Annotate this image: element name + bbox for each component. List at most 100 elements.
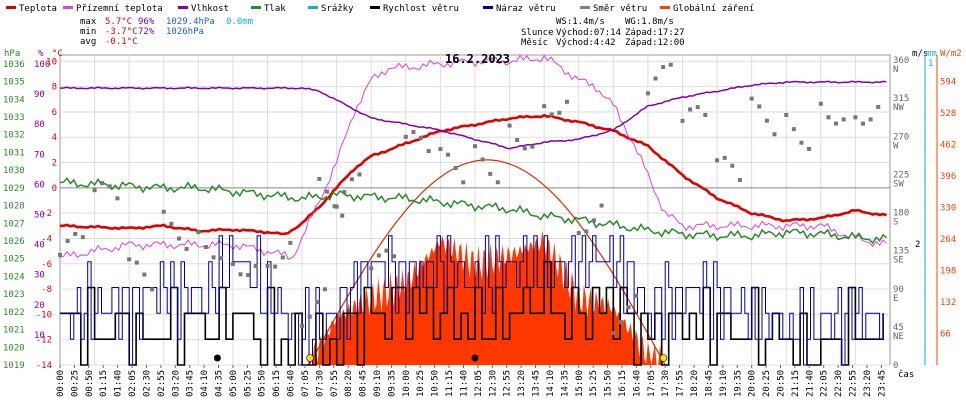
wind-direction-point — [668, 62, 673, 67]
legend-swatch — [6, 6, 16, 9]
wind-gust-line — [60, 235, 884, 366]
x-tick-label: 14:10 — [546, 370, 556, 397]
stat-value: max — [80, 17, 97, 27]
moonset: Západ:12:00 — [625, 38, 685, 48]
wind-direction-point — [238, 272, 243, 277]
stat-value: 96% — [138, 17, 155, 27]
wind-direction-point — [246, 273, 251, 278]
wind-direction-point — [564, 99, 569, 104]
x-tick-label: 07:05 — [301, 370, 311, 397]
moonrise: Východ:4:42 — [556, 38, 616, 48]
wind-direction-compass: SE — [893, 256, 904, 266]
moonrise-marker — [213, 354, 221, 362]
stat-value: 1029.4hPa — [166, 17, 215, 27]
wind-direction-point — [626, 305, 631, 310]
wind-direction-point — [80, 235, 85, 240]
wind-direction-point — [349, 177, 354, 182]
wind-direction-point — [340, 213, 345, 218]
theoretical-radiation-line — [308, 159, 666, 366]
wind-direction-point — [107, 184, 112, 189]
pressure-tick: 1030 — [3, 166, 25, 176]
x-tick-label: 10:50 — [431, 370, 441, 397]
x-tick-label: 02:30 — [142, 370, 152, 397]
x-tick-label: 23:45 — [877, 370, 887, 397]
humidity-tick: 10 — [34, 331, 45, 341]
time-axis-label: čas — [898, 369, 914, 380]
pressure-tick: 1033 — [3, 113, 25, 123]
wind-direction-point — [142, 272, 147, 277]
x-tick-label: 03:45 — [186, 370, 196, 397]
wind-direction-point — [342, 190, 347, 195]
wind-direction-point — [419, 135, 424, 140]
pressure-tick: 1024 — [3, 272, 25, 282]
stat-value: -3.7°C — [105, 27, 138, 37]
wind-direction-compass: W — [893, 141, 899, 151]
wind-direction-point — [645, 91, 650, 96]
wind-direction-point — [184, 246, 189, 251]
radiation-tick: 264 — [940, 235, 956, 245]
wind-direction-point — [315, 300, 320, 305]
pressure-tick: 1035 — [3, 78, 25, 88]
wind-direction-point — [392, 254, 397, 259]
wind-direction-point — [584, 229, 589, 234]
wind-direction-tick: 315 — [893, 94, 909, 104]
pressure-line — [59, 176, 887, 245]
wind-direction-point — [591, 218, 596, 223]
wind-gust-summary: WG:1.8m/s — [625, 17, 674, 27]
wind-direction-point — [334, 204, 339, 209]
x-tick-label: 09:35 — [387, 370, 397, 397]
humidity-tick: 20 — [34, 301, 45, 311]
wind-direction-point — [703, 112, 708, 117]
wind-direction-point — [219, 256, 224, 261]
wind-direction-point — [784, 112, 789, 117]
wind-direction-point — [737, 177, 742, 182]
wind-direction-point — [280, 255, 285, 260]
legend-label: Srážky — [321, 4, 354, 14]
pressure-tick: 1028 — [3, 202, 25, 212]
wind-direction-tick: 360 — [893, 56, 909, 66]
pressure-tick: 1026 — [3, 237, 25, 247]
wind-direction-point — [542, 104, 547, 109]
wind-direction-compass: NE — [893, 332, 904, 342]
radiation-tick: 198 — [940, 267, 956, 277]
legend-label: Náraz větru — [496, 4, 556, 14]
x-tick-label: 22:05 — [820, 370, 830, 397]
wind-direction-point — [507, 123, 512, 128]
wind-direction-point — [203, 245, 208, 250]
x-tick-label: 20:50 — [776, 370, 786, 397]
x-tick-label: 12:30 — [488, 370, 498, 397]
wind-direction-point — [549, 112, 554, 117]
wind-speed-tick: 2 — [915, 240, 920, 250]
moonset-marker — [471, 354, 479, 362]
x-tick-label: 09:10 — [373, 370, 383, 397]
radiation-tick: 594 — [940, 78, 956, 88]
wind-direction-point — [618, 320, 623, 325]
wind-direction-tick: 0 — [893, 361, 898, 371]
wind-direction-point — [522, 146, 527, 151]
wind-direction-point — [300, 323, 305, 328]
x-tick-label: 13:45 — [532, 370, 542, 397]
wind-direction-point — [749, 96, 754, 101]
wind-speed-unit: m/s — [912, 49, 928, 59]
wind-direction-point — [357, 172, 362, 177]
legend-swatch — [308, 6, 318, 9]
x-tick-label: 06:15 — [272, 370, 282, 397]
wind-direction-point — [211, 255, 216, 260]
wind-direction-point — [826, 115, 831, 120]
wind-direction-point — [332, 204, 337, 209]
x-tick-label: 19:35 — [733, 370, 743, 397]
wind-direction-point — [530, 144, 535, 149]
wind-direction-point — [688, 107, 693, 112]
wind-direction-tick: 45 — [893, 323, 904, 333]
x-tick-label: 19:10 — [719, 370, 729, 397]
wind-direction-point — [868, 117, 873, 122]
wind-direction-point — [426, 149, 431, 154]
wind-direction-point — [65, 238, 70, 243]
wind-direction-point — [58, 252, 62, 257]
x-tick-label: 07:30 — [315, 370, 325, 397]
x-tick-label: 01:15 — [99, 370, 109, 397]
wind-direction-point — [634, 293, 639, 298]
pressure-unit: hPa — [4, 49, 20, 59]
x-tick-label: 15:25 — [589, 370, 599, 397]
x-tick-label: 18:45 — [704, 370, 714, 397]
